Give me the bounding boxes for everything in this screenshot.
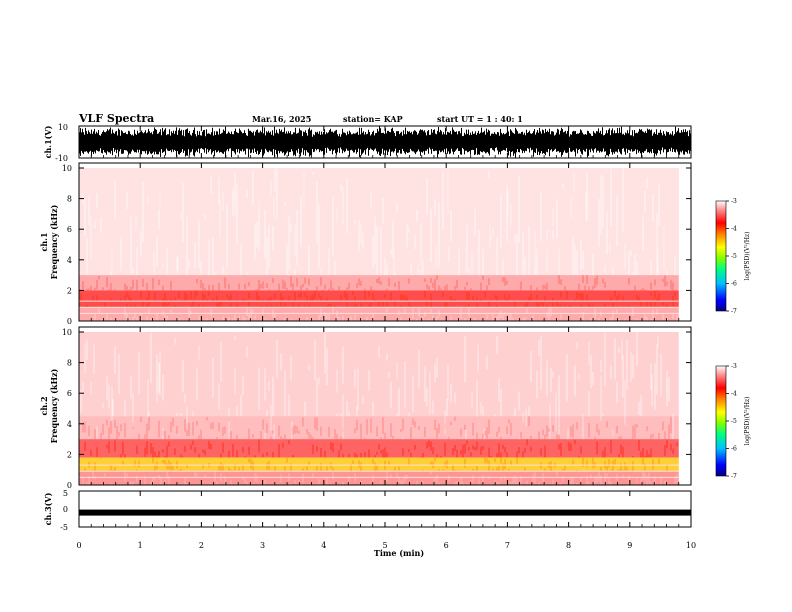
ch2-spectrogram-yticks: 0 2 4 6 8 10 (62, 328, 691, 490)
spectrogram-texture-3 (82, 416, 672, 440)
ch1-colorbar-ticks: -3 -4 -5 -6 -7 (726, 198, 737, 315)
ch1-spec-ytick-label-1: 2 (67, 286, 72, 295)
ch1-spec-ytick-label-5: 10 (62, 164, 72, 173)
ch3-waveform-frame (78, 490, 692, 528)
ch1-colorbar-label: log(PSD)(V²/Hz) (744, 232, 751, 281)
ch1-waveform-trace (79, 126, 691, 158)
ch2-spectrogram-ylabel-2: Frequency (kHz) (49, 368, 59, 443)
ch1-spectrogram-image (79, 168, 679, 321)
ch1-spectrogram-ylabel-2: Frequency (kHz) (49, 204, 59, 279)
spectrogram-band-4 (79, 332, 679, 417)
ch2-colorbar-ticks: -3 -4 -5 -6 -7 (726, 363, 737, 480)
ch3-ytick-bottom: -5 (60, 523, 68, 532)
ch2-colorbar-tick-label-2: -5 (731, 418, 737, 425)
ch2-colorbar-tick-label-4: -7 (731, 473, 737, 480)
xtick-label-6: 6 (444, 541, 449, 550)
ch3-waveform-ylabel: ch.3(V) (43, 492, 53, 525)
xtick-label-8: 8 (566, 541, 571, 550)
spectrogram-band-0 (79, 471, 679, 485)
ch2-colorbar-gradient (715, 365, 727, 477)
ch1-colorbar-tick-label-4: -7 (731, 308, 737, 315)
time-axis-label: Time (min) (374, 548, 424, 558)
ch1-spec-ytick-label-0: 0 (67, 317, 72, 326)
xtick-label-10: 10 (686, 541, 696, 550)
xtick-label-1: 1 (138, 541, 143, 550)
ch1-ytick-top: 10 (58, 123, 68, 132)
ch1-colorbar-tick-label-0: -3 (731, 198, 737, 205)
spectrogram-band-2 (79, 290, 679, 302)
ch1-spectrogram-yticks: 0 2 4 6 8 10 (62, 164, 691, 326)
spectrogram-texture-4 (80, 332, 670, 417)
ch3-waveform-trace (79, 509, 691, 516)
spectrogram-band-0 (79, 307, 679, 321)
header-date: Mar.16, 2025 (252, 114, 311, 124)
ch2-spec-ytick-label-4: 8 (67, 359, 72, 368)
ch2-colorbar-tick-label-1: -4 (731, 391, 737, 398)
header-start-ut: start UT = 1 : 40: 1 (437, 114, 523, 124)
spectrogram-band-4 (79, 168, 679, 276)
ch1-colorbar-tick-label-2: -5 (731, 253, 737, 260)
ch2-spec-ytick-label-5: 10 (62, 328, 72, 337)
ch1-ytick-bottom: -10 (55, 154, 68, 163)
ch2-colorbar-label: log(PSD)(V²/Hz) (744, 397, 751, 446)
spectrogram-texture-3 (82, 275, 674, 291)
ch2-spec-ytick-label-1: 2 (67, 450, 72, 459)
ch2-spec-ytick-label-0: 0 (67, 481, 72, 490)
ch1-spectrogram-ylabel-1: ch.1 (39, 232, 49, 251)
ch1-colorbar-gradient (715, 200, 727, 312)
ch1-spec-ytick-label-2: 4 (67, 256, 72, 265)
ch1-spectrogram-panel: 0 2 4 6 8 10 ch.1 Frequency (kHz) (39, 162, 692, 326)
ch1-colorbar: -3 -4 -5 -6 -7 log(PSD)(V²/Hz) (715, 198, 751, 315)
xtick-label-0: 0 (76, 541, 81, 550)
spectrogram-pale-streaks (90, 171, 668, 276)
ch2-spec-ytick-label-2: 4 (67, 420, 72, 429)
xtick-label-5: 5 (382, 541, 387, 550)
xtick-label-7: 7 (505, 541, 510, 550)
xtick-label-3: 3 (260, 541, 265, 550)
spectrogram-texture-2 (79, 439, 678, 458)
ch1-spec-ytick-label-4: 8 (67, 195, 72, 204)
xtick-label-4: 4 (321, 541, 326, 550)
ch1-spec-ytick-label-3: 6 (67, 225, 72, 234)
ch2-colorbar-tick-label-3: -6 (731, 446, 737, 453)
ch1-colorbar-tick-label-3: -6 (731, 281, 737, 288)
ch1-waveform-ylabel: ch.1(V) (43, 125, 53, 158)
ch2-spectrogram-panel: 0 2 4 6 8 10 ch.2 Frequency (kHz) (39, 326, 692, 490)
ch2-colorbar-tick-label-0: -3 (731, 363, 737, 370)
figure-title: VLF Spectra (78, 112, 154, 125)
ch3-ytick-top: 5 (63, 489, 68, 498)
time-axis-ticks: 0 1 2 3 4 5 6 7 8 9 10 (76, 126, 696, 550)
xtick-label-2: 2 (199, 541, 204, 550)
spectrogram-pale-streaks (84, 336, 674, 440)
ch1-waveform-line (79, 126, 691, 158)
ch2-spec-ytick-label-3: 6 (67, 389, 72, 398)
xtick-label-9: 9 (627, 541, 632, 550)
ch2-spectrogram-ylabel-1: ch.2 (39, 396, 49, 415)
ch2-colorbar: -3 -4 -5 -6 -7 log(PSD)(V²/Hz) (715, 363, 751, 480)
header-station: station= KAP (343, 114, 403, 124)
ch1-colorbar-tick-label-1: -4 (731, 226, 737, 233)
ch3-ytick-mid: 0 (63, 505, 68, 514)
ch2-spectrogram-image (79, 332, 679, 485)
